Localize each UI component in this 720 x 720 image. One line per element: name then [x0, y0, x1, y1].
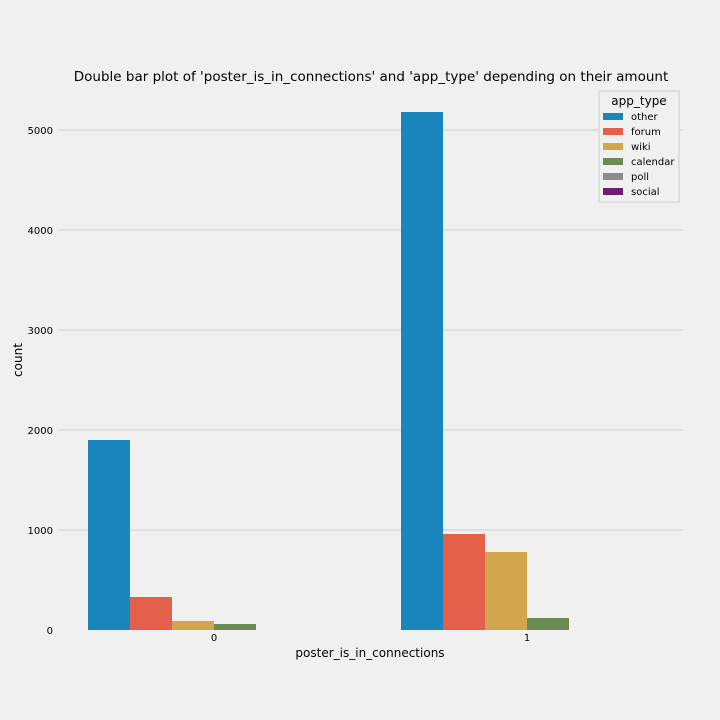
bars	[88, 112, 569, 630]
legend-swatch-wiki	[603, 143, 623, 150]
legend-swatch-social	[603, 188, 623, 195]
legend-title: app_type	[611, 94, 666, 108]
y-tick-label: 3000	[28, 326, 53, 337]
x-tick-label: 0	[211, 633, 217, 644]
y-tick-label: 2000	[28, 426, 53, 437]
y-axis-ticks: 0 1000 2000 3000 4000 5000	[28, 126, 53, 637]
legend-label-wiki: wiki	[631, 142, 651, 153]
y-tick-label: 5000	[28, 126, 53, 137]
bar-calendar-1	[527, 618, 569, 630]
legend-swatch-poll	[603, 173, 623, 180]
y-tick-label: 4000	[28, 226, 53, 237]
legend-label-calendar: calendar	[631, 157, 675, 168]
legend-label-forum: forum	[631, 127, 661, 138]
bar-wiki-0	[172, 621, 214, 630]
bar-calendar-0	[214, 624, 256, 630]
legend-swatch-calendar	[603, 158, 623, 165]
legend-label-other: other	[631, 112, 659, 123]
legend-swatch-other	[603, 113, 623, 120]
legend-label-poll: poll	[631, 172, 649, 183]
bar-other-1	[401, 112, 443, 630]
bar-forum-0	[130, 597, 172, 630]
legend-items: other forum wiki calendar poll social	[603, 112, 675, 198]
legend-swatch-forum	[603, 128, 623, 135]
y-tick-label: 0	[47, 626, 53, 637]
legend: app_type other forum wiki calendar poll socia…	[598, 90, 680, 203]
x-axis-label: poster_is_in_connections	[295, 646, 444, 660]
y-axis-label: count	[11, 343, 25, 377]
x-tick-label: 1	[524, 633, 530, 644]
bar-wiki-1	[485, 552, 527, 630]
bar-other-0	[88, 440, 130, 630]
gridlines	[58, 129, 683, 531]
y-tick-label: 1000	[28, 526, 53, 537]
legend-label-social: social	[631, 187, 660, 198]
bar-forum-1	[443, 534, 485, 630]
chart-title: Double bar plot of 'poster_is_in_connect…	[74, 69, 668, 85]
